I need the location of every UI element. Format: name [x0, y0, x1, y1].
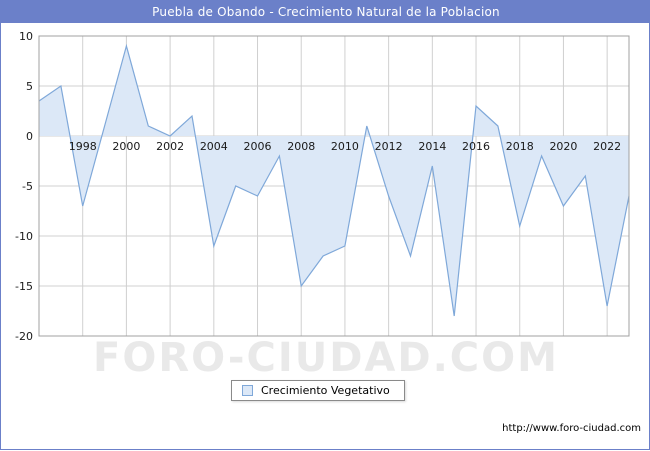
svg-text:2020: 2020: [549, 140, 577, 153]
legend-marker-icon: [242, 385, 253, 396]
svg-text:10: 10: [19, 30, 33, 43]
legend-label: Crecimiento Vegetativo: [261, 384, 390, 397]
page-title: Puebla de Obando - Crecimiento Natural d…: [152, 5, 500, 19]
svg-text:2016: 2016: [462, 140, 490, 153]
svg-text:2022: 2022: [593, 140, 621, 153]
svg-text:2006: 2006: [244, 140, 272, 153]
footer-url[interactable]: http://www.foro-ciudad.com: [502, 423, 641, 434]
svg-text:2010: 2010: [331, 140, 359, 153]
svg-text:2014: 2014: [418, 140, 446, 153]
x-axis-labels: 1998 2000 2002 2004 2006 2008 2010 2012 2014 2016…: [69, 140, 621, 153]
svg-text:2012: 2012: [375, 140, 403, 153]
svg-text:2000: 2000: [112, 140, 140, 153]
svg-text:2018: 2018: [506, 140, 534, 153]
svg-text:2002: 2002: [156, 140, 184, 153]
y-axis-labels: 10 5 0 -5 -10 -15 -20: [15, 30, 33, 343]
svg-text:-20: -20: [15, 330, 33, 343]
svg-text:5: 5: [26, 80, 33, 93]
svg-text:-5: -5: [22, 180, 33, 193]
svg-text:2008: 2008: [287, 140, 315, 153]
svg-text:-15: -15: [15, 280, 33, 293]
legend-box: Crecimiento Vegetativo: [231, 380, 405, 401]
chart-title-bar: Puebla de Obando - Crecimiento Natural d…: [1, 1, 650, 23]
svg-text:-10: -10: [15, 230, 33, 243]
area-fill: [39, 46, 629, 316]
svg-text:1998: 1998: [69, 140, 97, 153]
series-line: [38, 43, 630, 317]
svg-text:0: 0: [26, 130, 33, 143]
svg-text:2004: 2004: [200, 140, 228, 153]
plot-frame: [38, 35, 630, 337]
